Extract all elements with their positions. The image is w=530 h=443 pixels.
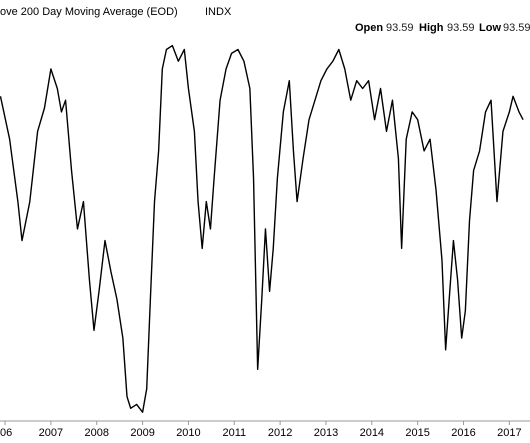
open-label: Open	[355, 22, 383, 34]
low-label: Low	[479, 22, 501, 34]
x-tick-label: 2012	[268, 427, 292, 439]
symbol: INDX	[205, 6, 232, 18]
x-tick-label: 2010	[176, 427, 200, 439]
x-tick-label: 2014	[360, 427, 384, 439]
high-label: High	[419, 22, 444, 34]
x-tick-label: 2016	[451, 427, 475, 439]
x-tick-label: 2013	[314, 427, 338, 439]
x-tick-label: 2007	[39, 427, 63, 439]
chart-title: ove 200 Day Moving Average (EOD)	[0, 6, 178, 18]
open-value: 93.59	[386, 22, 414, 34]
high-value: 93.59	[447, 22, 475, 34]
x-tick-label: 2008	[84, 427, 108, 439]
x-tick-label: 2009	[130, 427, 154, 439]
ohlc-header: Open 93.59 High 93.59 Low 93.59	[355, 22, 530, 34]
x-tick-label: 2011	[222, 427, 246, 439]
x-tick-label: 2015	[405, 427, 429, 439]
x-tick-label: 06	[0, 427, 12, 439]
x-tick-label: 2017	[497, 427, 521, 439]
data-line	[0, 44, 524, 413]
low-value: 93.59	[503, 22, 530, 34]
